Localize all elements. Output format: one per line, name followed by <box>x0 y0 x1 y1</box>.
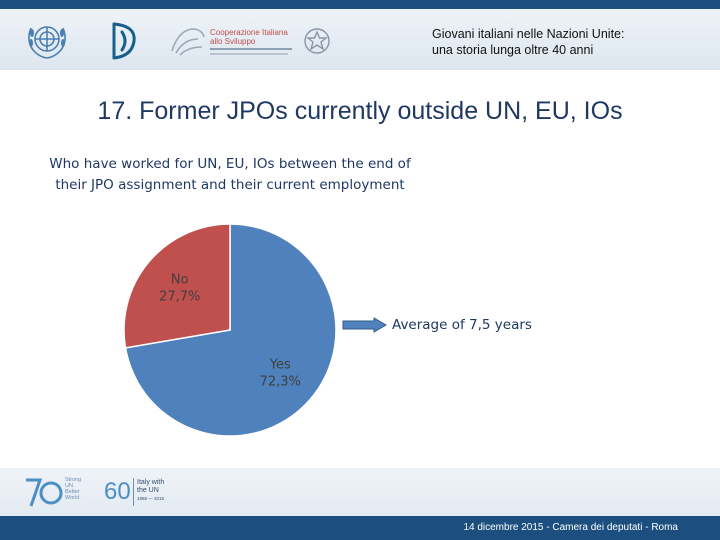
top-bar <box>0 0 720 9</box>
cooperazione-text-line1: Cooperazione Italiana <box>210 28 288 37</box>
italian-emblem-icon <box>304 28 330 54</box>
italy60-years: 1955 — 2015 <box>137 496 165 501</box>
header-title: Giovani italiani nelle Nazioni Unite: un… <box>432 26 624 58</box>
average-note: Average of 7,5 years <box>392 317 532 333</box>
italy60-line1: Italy with <box>137 479 165 486</box>
italy60-divider <box>133 478 134 506</box>
pie-label-no-value: 27,7% <box>159 290 200 305</box>
italy60-caption: Italy with the UN 1955 — 2015 <box>137 479 164 503</box>
pie-label-no-name: No <box>171 273 189 288</box>
slide-title: 17. Former JPOs currently outside UN, EU… <box>97 97 623 125</box>
ministry-logo-icon <box>112 22 136 60</box>
footer-text: 14 dicembre 2015 - Camera dei deputati -… <box>463 522 678 533</box>
un70-caption-4: World. <box>65 495 81 501</box>
subtitle-line2: their JPO assignment and their current e… <box>55 177 405 193</box>
cooperazione-text-line2: allo Sviluppo <box>210 37 256 46</box>
cooperazione-text-rule <box>210 48 292 50</box>
cooperazione-text-rule2 <box>210 53 288 55</box>
header-band: Cooperazione Italiana allo Sviluppo Giov… <box>0 9 720 70</box>
subtitle-line1: Who have worked for UN, EU, IOs between … <box>49 156 411 172</box>
pie-chart: Yes 72,3% No 27,7% <box>123 223 337 437</box>
un70-caption-3: Better <box>65 489 80 495</box>
header-title-line1: Giovani italiani nelle Nazioni Unite: <box>432 27 625 41</box>
un70-caption-1: Strong <box>65 477 82 483</box>
italy60-logo-number: 60 <box>104 478 131 505</box>
italy60-line2: the UN <box>137 487 159 494</box>
chart-subtitle: Who have worked for UN, EU, IOs between … <box>20 154 440 196</box>
arrow-right-icon <box>342 317 387 333</box>
footer-band: Strong UN. Better World. 60 Italy with t… <box>0 468 720 516</box>
pie-label-yes-name: Yes <box>269 357 291 372</box>
pie-slice-no <box>123 223 231 349</box>
footer-bar <box>0 516 720 540</box>
un70-logo-icon <box>26 478 63 507</box>
un-emblem-icon <box>28 26 66 59</box>
pie-label-yes-value: 72,3% <box>260 374 301 389</box>
cooperazione-logo-icon <box>171 28 205 56</box>
cooperazione-logo-text: Cooperazione Italiana allo Sviluppo <box>210 28 292 55</box>
un70-caption-2: UN. <box>65 483 75 489</box>
header-title-line2: una storia lunga oltre 40 anni <box>432 43 594 57</box>
un70-caption: Strong UN. Better World. <box>65 477 81 501</box>
